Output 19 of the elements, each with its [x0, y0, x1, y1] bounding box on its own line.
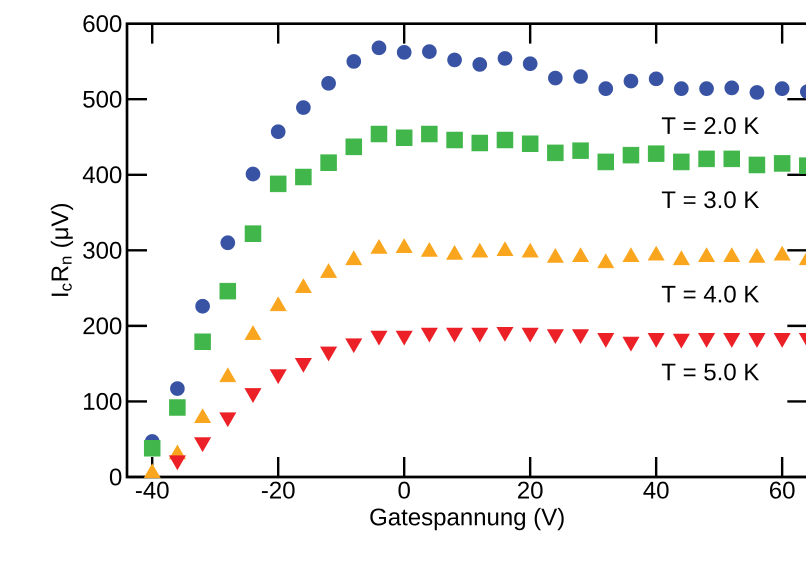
x-tick-label: 20	[518, 482, 543, 499]
x-tick-label: 0	[398, 482, 410, 499]
x-tick-label: 40	[643, 482, 669, 499]
x-tick-label: -20	[262, 482, 295, 499]
x-tick-label: 60	[770, 482, 795, 499]
series-label: T = 3.0 K	[662, 191, 760, 208]
y-tick-label: 300	[83, 242, 122, 259]
y-tick-label: 200	[83, 317, 122, 334]
x-axis-title: Gatespannung (V)	[370, 508, 564, 530]
y-tick-label: 0	[110, 468, 122, 486]
y-tick-label: 400	[82, 166, 122, 184]
series-label: T = 2.0 K	[662, 117, 760, 134]
y-tick-label: 600	[83, 15, 122, 32]
y-tick-label: 100	[84, 392, 122, 410]
x-tick-label: -40	[136, 482, 169, 499]
series-label: T = 5.0 K	[662, 363, 760, 380]
y-tick-label: 500	[83, 90, 122, 108]
series-label: T = 4.0 K	[662, 286, 760, 303]
y-axis-title: I$_{c}$R$_{n}$ (μV)	[50, 204, 74, 296]
